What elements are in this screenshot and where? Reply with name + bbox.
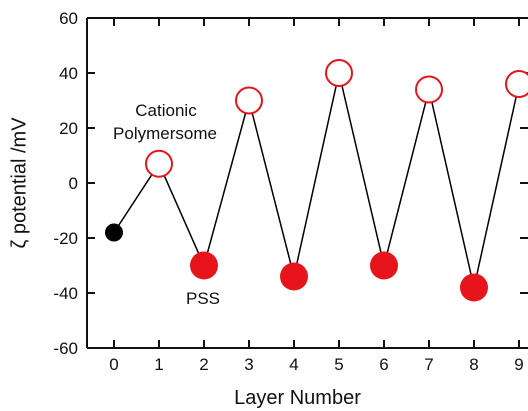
series-line-group: [113, 72, 520, 288]
annotation-cationic: Cationic: [135, 101, 197, 120]
data-markers: [105, 59, 528, 302]
x-tick-label: 7: [424, 355, 433, 374]
data-point: [235, 86, 263, 115]
data-point: [280, 262, 308, 291]
x-tick-label: 3: [244, 355, 253, 374]
data-point: [325, 59, 353, 87]
x-tick-label: 6: [379, 355, 388, 374]
x-tick-label: 4: [289, 355, 298, 374]
annotation-pss: PSS: [186, 289, 220, 308]
x-tick-label: 8: [469, 355, 478, 374]
annotations: Cationic Polymersome PSS: [113, 101, 220, 308]
y-tick-label: -60: [53, 339, 78, 358]
data-point: [145, 149, 173, 178]
data-point: [105, 223, 123, 242]
data-point: [370, 251, 398, 280]
data-point: [190, 251, 218, 280]
y-tick-label: 40: [59, 64, 78, 83]
y-tick-label: 20: [59, 119, 78, 138]
y-tick-label: -40: [53, 284, 78, 303]
data-point: [505, 70, 528, 98]
x-tick-label: 5: [334, 355, 343, 374]
x-axis-title: Layer Number: [234, 387, 361, 409]
data-point: [460, 273, 488, 302]
y-axis-title: ζ potential /mV: [8, 117, 30, 249]
series-line: [113, 72, 520, 288]
y-tick-label: 60: [59, 9, 78, 28]
y-tick-label: 0: [69, 174, 78, 193]
plot-axes: -60 -40 -20 0 20 40 60 0 1 2 3 4 5 6 7 8 9: [53, 9, 528, 374]
x-tick-label: 2: [199, 355, 208, 374]
annotation-polymersome: Polymersome: [113, 124, 217, 143]
x-tick-label: 0: [109, 355, 118, 374]
data-point: [415, 75, 443, 104]
x-tick-label: 1: [154, 355, 163, 374]
x-tick-label: 9: [514, 355, 523, 374]
y-tick-label: -20: [53, 229, 78, 248]
